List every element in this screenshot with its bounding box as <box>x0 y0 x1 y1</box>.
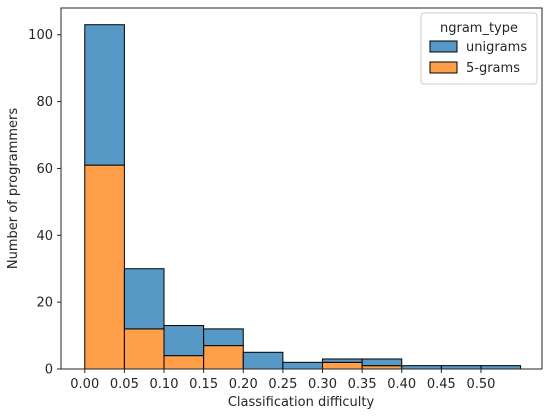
bar-5-grams-6 <box>321 361 363 370</box>
bar-5-grams-0 <box>84 164 125 370</box>
legend-swatch-5-grams <box>429 61 458 74</box>
x-tick-label: 0.15 <box>189 377 218 392</box>
y-tick-label: 60 <box>36 162 53 177</box>
bar-unigrams-5 <box>282 361 323 370</box>
x-axis-ticks: 0.00 0.05 0.10 0.15 0.20 0.25 0.30 0.35 0.40 0.45… <box>70 369 495 392</box>
legend-swatch-unigrams <box>429 40 458 53</box>
x-tick-label: 0.25 <box>268 377 297 392</box>
bar-unigrams-1 <box>123 268 165 330</box>
bar-unigrams-0 <box>84 24 125 166</box>
y-tick-label: 20 <box>36 296 53 311</box>
legend-items: unigrams 5-grams <box>429 40 527 76</box>
x-tick-label: 0.20 <box>229 377 258 392</box>
bar-unigrams-4 <box>242 351 284 370</box>
legend-label-unigrams: unigrams <box>466 40 527 55</box>
x-tick-label: 0.00 <box>70 377 99 392</box>
y-tick-label: 0 <box>45 363 53 378</box>
y-axis-ticks: 0 20 40 60 80 100 <box>28 28 61 378</box>
x-tick-label: 0.35 <box>348 377 377 392</box>
bar-unigrams-2 <box>163 325 205 357</box>
x-tick-label: 0.40 <box>387 377 416 392</box>
x-axis-label: Classification difficulty <box>228 395 375 410</box>
legend: ngram_type unigrams 5-grams <box>420 12 538 85</box>
bar-unigrams-10 <box>480 365 522 370</box>
bar-5-grams-2 <box>163 355 205 370</box>
bar-unigrams-8 <box>401 365 442 370</box>
bar-unigrams-9 <box>440 365 482 370</box>
legend-label-5-grams: 5-grams <box>466 61 520 76</box>
bar-unigrams-6 <box>321 358 363 363</box>
x-tick-label: 0.05 <box>110 377 139 392</box>
y-tick-label: 100 <box>28 28 53 43</box>
x-tick-label: 0.45 <box>427 377 456 392</box>
bar-5-grams-3 <box>203 345 244 370</box>
x-tick-label: 0.30 <box>308 377 337 392</box>
y-axis-label: Number of programmers <box>6 108 21 270</box>
bar-unigrams-3 <box>203 328 244 347</box>
bars-layer <box>84 24 522 370</box>
x-tick-label: 0.50 <box>467 377 496 392</box>
x-tick-label: 0.10 <box>150 377 179 392</box>
axes-frame <box>60 7 543 370</box>
y-tick-label: 80 <box>36 95 53 110</box>
bar-5-grams-7 <box>361 365 403 370</box>
axes-layer <box>60 7 543 370</box>
y-tick-label: 40 <box>36 229 53 244</box>
bar-5-grams-1 <box>123 328 165 370</box>
legend-title: ngram_type <box>440 21 518 36</box>
bar-unigrams-7 <box>361 358 403 367</box>
